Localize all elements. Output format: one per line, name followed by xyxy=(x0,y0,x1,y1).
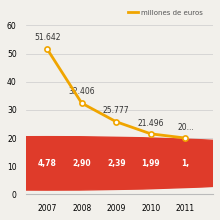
Text: 2,39: 2,39 xyxy=(107,159,126,168)
Circle shape xyxy=(0,147,220,180)
Text: 20...: 20... xyxy=(177,123,194,132)
Point xyxy=(115,120,118,124)
Text: 4,78: 4,78 xyxy=(38,159,57,168)
Point xyxy=(45,47,49,51)
Text: 21.496: 21.496 xyxy=(138,119,164,128)
Point xyxy=(184,136,187,140)
Circle shape xyxy=(69,154,220,173)
Point xyxy=(149,132,153,136)
Text: 1,: 1, xyxy=(181,159,189,168)
Text: 2,90: 2,90 xyxy=(72,159,91,168)
Circle shape xyxy=(0,150,220,177)
Text: 25.777: 25.777 xyxy=(103,106,130,115)
Point xyxy=(80,101,83,105)
Text: 51.642: 51.642 xyxy=(34,33,61,42)
Text: 1,99: 1,99 xyxy=(141,159,160,168)
Legend: millones de euros: millones de euros xyxy=(125,7,206,18)
Text: 32.406: 32.406 xyxy=(68,87,95,96)
Circle shape xyxy=(0,137,220,190)
Circle shape xyxy=(14,152,220,174)
